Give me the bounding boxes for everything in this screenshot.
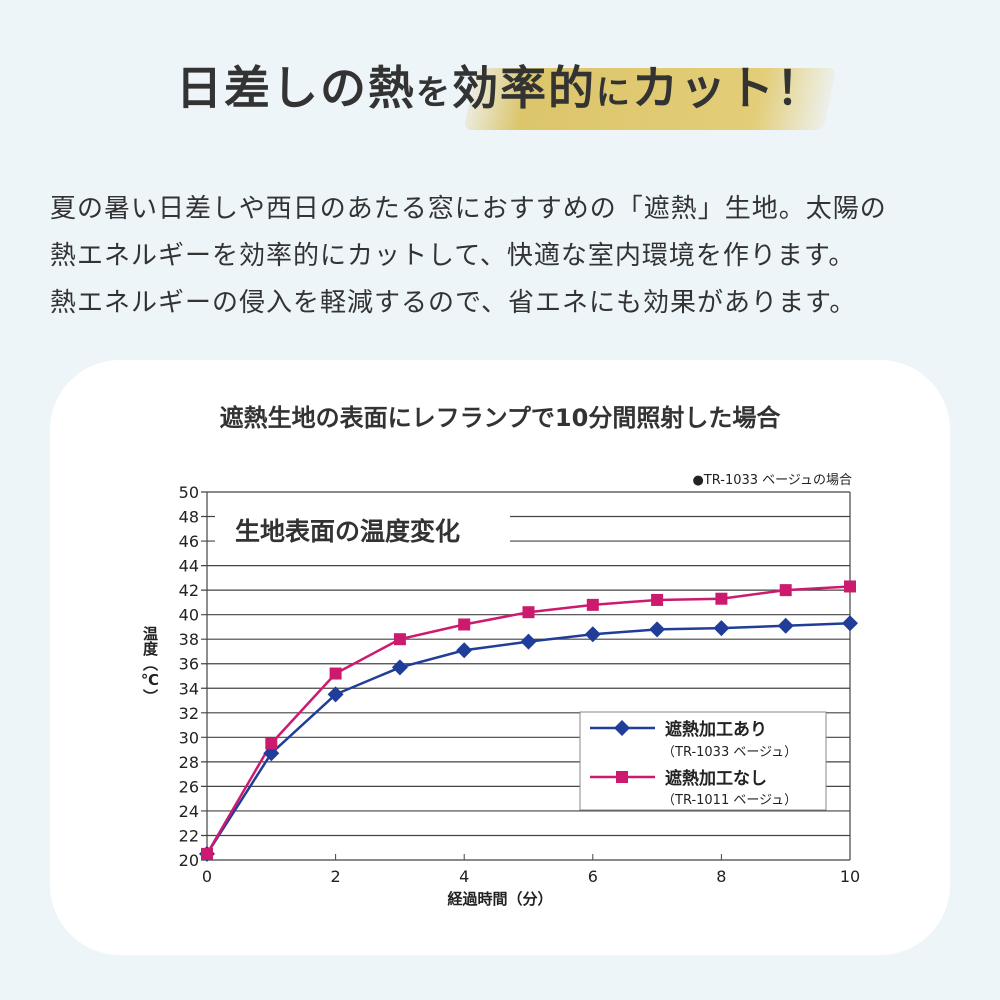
legend-square-marker (616, 771, 628, 783)
data-point-square (715, 592, 728, 605)
y-tick-label: 32 (179, 704, 199, 723)
y-tick-label: 42 (179, 581, 199, 600)
data-point-diamond (842, 615, 858, 632)
y-tick-label: 36 (179, 655, 199, 674)
data-point-square (586, 598, 599, 611)
x-tick-label: 8 (716, 867, 726, 886)
chart-note: ●TR-1033 ベージュの場合 (692, 473, 852, 488)
data-point-square (651, 593, 664, 606)
data-point-square (393, 633, 406, 646)
data-point-diamond (391, 659, 408, 676)
y-tick-label: 38 (179, 630, 199, 649)
data-point-square (522, 606, 535, 619)
legend-label: 遮熱加工あり (665, 719, 767, 740)
y-tick-label: 26 (179, 777, 199, 796)
chart-title: 生地表面の温度変化 (235, 517, 460, 546)
data-point-square (779, 584, 792, 597)
data-point-diamond (713, 620, 730, 637)
y-tick-label: 20 (179, 851, 199, 870)
x-tick-label: 10 (840, 867, 860, 886)
chart-panel (50, 360, 950, 955)
description-line: 熱エネルギーを効率的にカットして、快適な室内環境を作ります。 (50, 241, 856, 271)
y-tick-label: 34 (179, 679, 199, 698)
legend-diamond-marker (614, 720, 630, 736)
legend-sublabel: （TR-1011 ベージュ） (662, 793, 797, 808)
x-axis-label: 経過時間（分） (447, 890, 552, 908)
page-title: 日差しの熱を効率的にカット！ (176, 61, 824, 115)
data-point-diamond (456, 642, 473, 659)
y-tick-label: 48 (179, 508, 199, 527)
data-point-square (265, 737, 278, 750)
chart-title-box (215, 505, 510, 555)
y-tick-label: 50 (179, 483, 199, 502)
chart-heading: 遮熱生地の表面にレフランプで10分間照射した場合 (219, 404, 781, 432)
description-line: 熱エネルギーの侵入を軽減するので、省エネにも効果があります。 (50, 288, 857, 318)
x-tick-label: 6 (588, 867, 598, 886)
description-line: 夏の暑い日差しや西日のあたる窓におすすめの「遮熱」生地。太陽の (50, 194, 887, 224)
description: 夏の暑い日差しや西日のあたる窓におすすめの「遮熱」生地。太陽の 熱エネルギーを効… (50, 186, 970, 327)
data-point-diamond (327, 686, 344, 703)
data-point-square (201, 847, 213, 860)
y-tick-label: 24 (179, 802, 199, 821)
data-point-square (844, 580, 856, 593)
data-point-square (329, 667, 342, 680)
y-tick-label: 30 (179, 728, 199, 747)
y-tick-label: 44 (179, 557, 199, 576)
x-tick-label: 2 (331, 867, 341, 886)
data-point-diamond (649, 621, 666, 638)
legend-label: 遮熱加工なし (665, 768, 767, 789)
x-tick-label: 0 (202, 867, 212, 886)
legend-sublabel: （TR-1033 ベージュ） (662, 745, 797, 760)
y-tick-label: 40 (179, 606, 199, 625)
data-point-square (458, 618, 471, 631)
x-tick-label: 4 (459, 867, 469, 886)
y-tick-label: 28 (179, 753, 199, 772)
y-axis-label: 温度（℃） (141, 626, 159, 704)
data-point-diamond (520, 633, 537, 650)
y-tick-label: 22 (179, 826, 199, 845)
y-tick-label: 46 (179, 532, 199, 551)
data-point-diamond (584, 626, 601, 643)
data-point-diamond (777, 617, 794, 634)
